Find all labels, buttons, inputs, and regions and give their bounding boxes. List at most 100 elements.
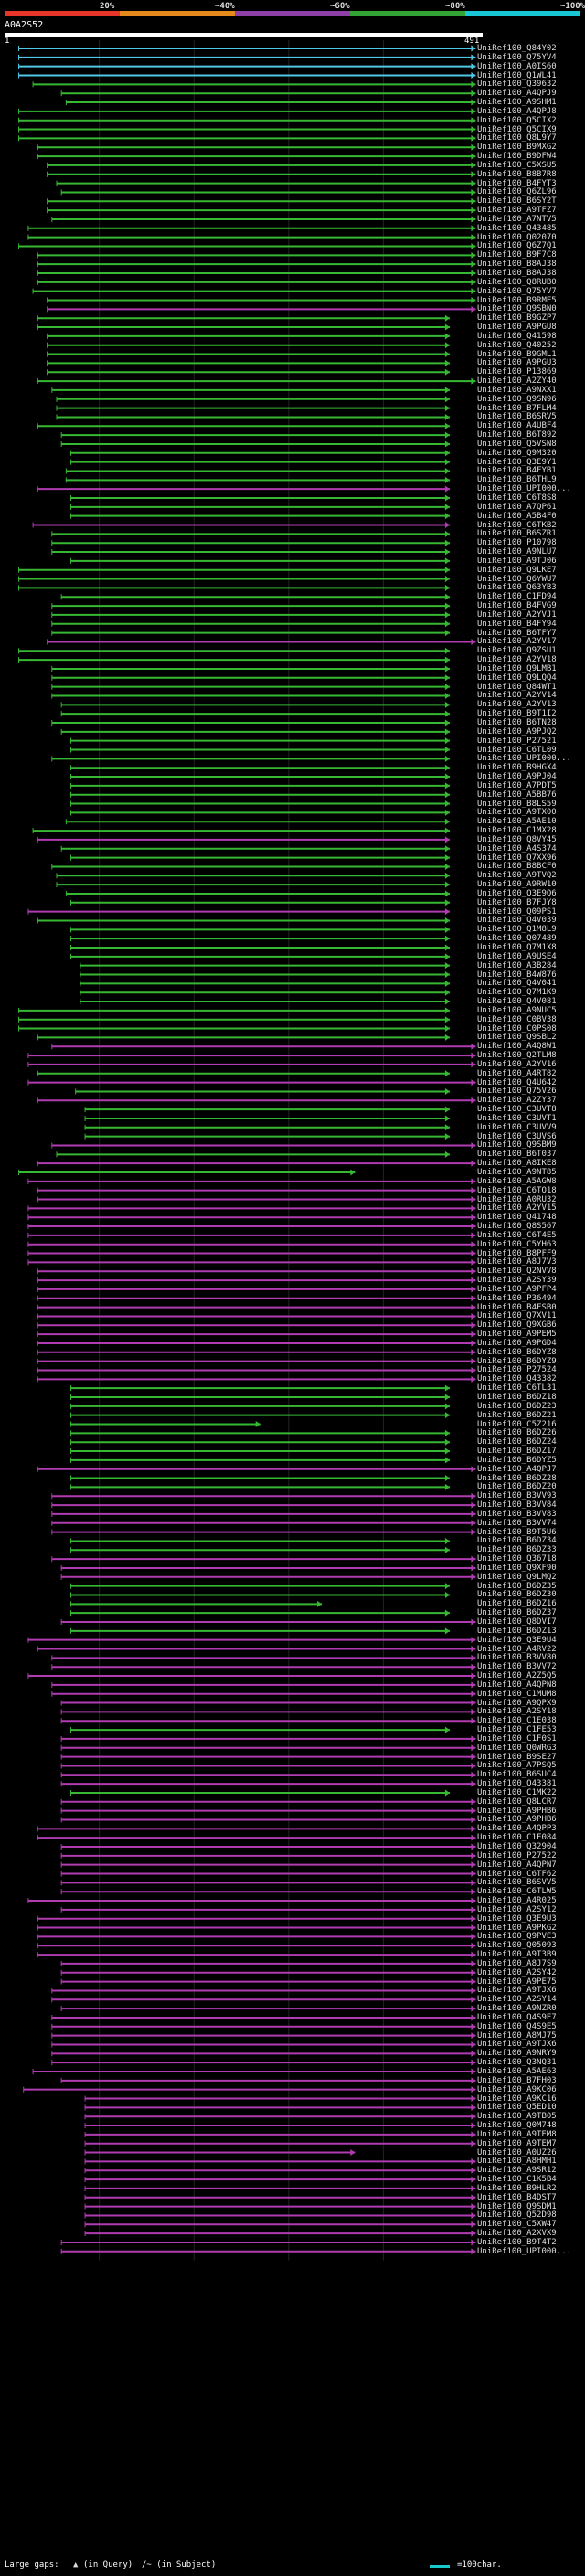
hit-label[interactable]: UniRef100_Q84Y02: [477, 44, 557, 53]
hit-label[interactable]: UniRef100_A4S374: [477, 843, 557, 853]
hit-label[interactable]: UniRef100_A4QPJ9: [477, 89, 557, 99]
hit-label[interactable]: UniRef100_P27524: [477, 1365, 557, 1375]
hit-label[interactable]: UniRef100_Q07489: [477, 934, 557, 944]
hit-label[interactable]: UniRef100_C3UVT1: [477, 1113, 557, 1123]
hit-label[interactable]: UniRef100_B9DFW4: [477, 152, 557, 162]
hit-label[interactable]: UniRef100_B6THL9: [477, 475, 557, 485]
hit-label[interactable]: UniRef100_B6T037: [477, 1150, 557, 1160]
hit-label[interactable]: UniRef100_B6DZ30: [477, 1590, 557, 1600]
hit-label[interactable]: UniRef100_A9PJQ2: [477, 726, 557, 737]
hit-label[interactable]: UniRef100_A2SY12: [477, 1904, 557, 1914]
hit-label[interactable]: UniRef100_UPI000...: [477, 754, 571, 764]
hit-label[interactable]: UniRef100_Q75YV7: [477, 286, 557, 296]
hit-label[interactable]: UniRef100_C3UVT8: [477, 1105, 557, 1115]
hit-label[interactable]: UniRef100_B9T1I2: [477, 709, 557, 719]
hit-label[interactable]: UniRef100_B6DYZ9: [477, 1356, 557, 1366]
hit-label[interactable]: UniRef100_B6DZ33: [477, 1545, 557, 1555]
hit-label[interactable]: UniRef100_A4QPP3: [477, 1824, 557, 1834]
hit-label[interactable]: UniRef100_Q41598: [477, 331, 557, 341]
hit-label[interactable]: UniRef100_A2SY14: [477, 1995, 557, 2005]
hit-label[interactable]: UniRef100_A4QPJ7: [477, 1464, 557, 1474]
hit-label[interactable]: UniRef100_Q9XF90: [477, 1563, 557, 1573]
hit-label[interactable]: UniRef100_Q9XGB6: [477, 1320, 557, 1330]
hit-label[interactable]: UniRef100_A9RW10: [477, 880, 557, 890]
hit-label[interactable]: UniRef100_Q32904: [477, 1842, 557, 1851]
hit-label[interactable]: UniRef100_Q05093: [477, 1941, 557, 1951]
hit-label[interactable]: UniRef100_A9T3B9: [477, 1950, 557, 1960]
hit-label[interactable]: UniRef100_B6DZ35: [477, 1581, 557, 1591]
hit-label[interactable]: UniRef100_A9PJ04: [477, 772, 557, 782]
hit-label[interactable]: UniRef100_C5YH63: [477, 1239, 557, 1249]
hit-label[interactable]: UniRef100_Q36718: [477, 1554, 557, 1564]
hit-label[interactable]: UniRef100_C1FE53: [477, 1725, 557, 1735]
hit-label[interactable]: UniRef100_UPI000...: [477, 2246, 571, 2256]
hit-label[interactable]: UniRef100_A9TEM8: [477, 2129, 557, 2139]
hit-label[interactable]: UniRef100_C1K5B4: [477, 2175, 557, 2185]
hit-label[interactable]: UniRef100_A5AGW8: [477, 1176, 557, 1186]
hit-label[interactable]: UniRef100_Q6ZL96: [477, 187, 557, 197]
hit-label[interactable]: UniRef100_Q6YWU7: [477, 574, 557, 584]
hit-label[interactable]: UniRef100_A5B4F0: [477, 511, 557, 521]
hit-label[interactable]: UniRef100_Q8L9Y7: [477, 133, 557, 143]
hit-label[interactable]: UniRef100_Q7M1X8: [477, 943, 557, 952]
hit-label[interactable]: UniRef100_A2YVJ1: [477, 610, 557, 620]
hit-label[interactable]: UniRef100_A5AE10: [477, 817, 557, 827]
hit-label[interactable]: UniRef100_Q9PVE3: [477, 1932, 557, 1942]
hit-label[interactable]: UniRef100_C1FD94: [477, 592, 557, 602]
hit-label[interactable]: UniRef100_B9SE27: [477, 1752, 557, 1762]
hit-label[interactable]: UniRef100_C1E038: [477, 1716, 557, 1726]
hit-label[interactable]: UniRef100_C1MK22: [477, 1787, 557, 1797]
hit-label[interactable]: UniRef100_B6TFY7: [477, 628, 557, 638]
hit-label[interactable]: UniRef100_A9NLU7: [477, 547, 557, 557]
hit-label[interactable]: UniRef100_A2XVX9: [477, 2229, 557, 2239]
hit-label[interactable]: UniRef100_A4QPN8: [477, 1680, 557, 1690]
hit-label[interactable]: UniRef100_A2SY42: [477, 1967, 557, 1977]
hit-label[interactable]: UniRef100_B6DZ34: [477, 1536, 557, 1546]
hit-label[interactable]: UniRef100_B8LS59: [477, 799, 557, 809]
hit-label[interactable]: UniRef100_B9GZP7: [477, 313, 557, 323]
hit-label[interactable]: UniRef100_Q75YV4: [477, 52, 557, 62]
hit-label[interactable]: UniRef100_A4QPJ8: [477, 106, 557, 116]
hit-label[interactable]: UniRef100_A9NZR0: [477, 2004, 557, 2014]
hit-label[interactable]: UniRef100_Q2NVV8: [477, 1267, 557, 1277]
hit-label[interactable]: UniRef100_Q4V081: [477, 997, 557, 1007]
hit-label[interactable]: UniRef100_Q9LKE7: [477, 565, 557, 575]
hit-label[interactable]: UniRef100_Q8S567: [477, 1222, 557, 1232]
hit-label[interactable]: UniRef100_A2YV13: [477, 700, 557, 710]
hit-label[interactable]: UniRef100_B6TN28: [477, 718, 557, 727]
hit-label[interactable]: UniRef100_B8AJ38: [477, 260, 557, 270]
hit-label[interactable]: UniRef100_Q0WRG3: [477, 1743, 557, 1753]
hit-label[interactable]: UniRef100_B9HGX4: [477, 763, 557, 773]
hit-label[interactable]: UniRef100_B9T5U6: [477, 1527, 557, 1537]
hit-label[interactable]: UniRef100_A8MJ75: [477, 2030, 557, 2041]
hit-label[interactable]: UniRef100_Q7XX96: [477, 853, 557, 863]
hit-label[interactable]: UniRef100_Q9SDM1: [477, 2201, 557, 2211]
hit-label[interactable]: UniRef100_A4RT82: [477, 1068, 557, 1078]
hit-label[interactable]: UniRef100_C5XW47: [477, 2220, 557, 2230]
hit-label[interactable]: UniRef100_A9TJX6: [477, 2040, 557, 2050]
hit-label[interactable]: UniRef100_B6DZ23: [477, 1401, 557, 1411]
hit-label[interactable]: UniRef100_B6SY2T: [477, 196, 557, 207]
hit-label[interactable]: UniRef100_A7PDT5: [477, 780, 557, 790]
hit-label[interactable]: UniRef100_Q7XV11: [477, 1311, 557, 1321]
hit-label[interactable]: UniRef100_B6DZ37: [477, 1608, 557, 1618]
hit-label[interactable]: UniRef100_Q43382: [477, 1374, 557, 1384]
hit-label[interactable]: UniRef100_Q8RUB0: [477, 277, 557, 287]
hit-label[interactable]: UniRef100_A9TJX6: [477, 1986, 557, 1996]
hit-label[interactable]: UniRef100_Q8LCR7: [477, 1797, 557, 1807]
hit-label[interactable]: UniRef100_B6SUC4: [477, 1770, 557, 1780]
hit-label[interactable]: UniRef100_A9TX00: [477, 808, 557, 818]
hit-label[interactable]: UniRef100_Q4S9E7: [477, 2012, 557, 2022]
hit-label[interactable]: UniRef100_Q09PS1: [477, 906, 557, 917]
hit-label[interactable]: UniRef100_A5BB76: [477, 790, 557, 800]
hit-label[interactable]: UniRef100_A2YV17: [477, 637, 557, 647]
hit-label[interactable]: UniRef100_A9PGD4: [477, 1338, 557, 1348]
hit-label[interactable]: UniRef100_Q0M748: [477, 2121, 557, 2131]
hit-label[interactable]: UniRef100_C5Z216: [477, 1419, 557, 1429]
hit-label[interactable]: UniRef100_C6T8S8: [477, 493, 557, 503]
hit-label[interactable]: UniRef100_Q43381: [477, 1779, 557, 1789]
hit-label[interactable]: UniRef100_B6DZ24: [477, 1437, 557, 1447]
hit-label[interactable]: UniRef100_A0IS60: [477, 61, 557, 71]
hit-label[interactable]: UniRef100_Q4U642: [477, 1077, 557, 1087]
hit-label[interactable]: UniRef100_C6TKB2: [477, 520, 557, 530]
